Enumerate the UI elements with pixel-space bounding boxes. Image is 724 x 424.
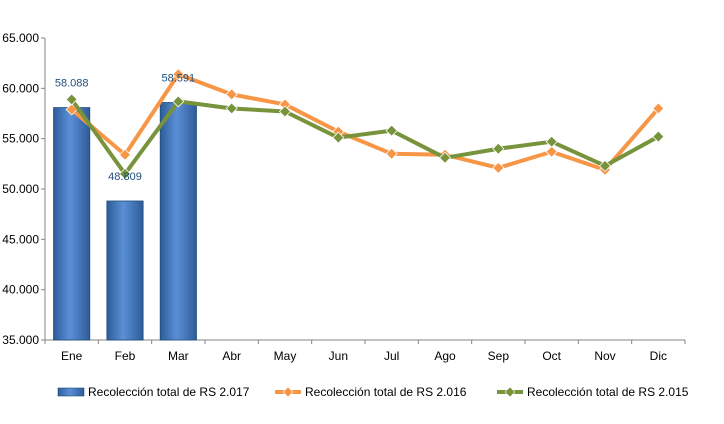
series-line <box>70 98 660 176</box>
x-tick-label: Ene <box>61 349 83 363</box>
series-point <box>118 167 132 180</box>
x-tick-label: Mar <box>168 349 189 363</box>
legend-label: Recolección total de RS 2.017 <box>88 385 250 399</box>
series-point <box>652 102 665 115</box>
x-tick-label: Oct <box>542 349 561 363</box>
x-tick-label: Abr <box>222 349 241 363</box>
bar <box>159 102 197 341</box>
x-tick-label: Jun <box>329 349 348 363</box>
y-tick-label: 50.000 <box>2 182 39 196</box>
axes: 35.000 40.000 45.000 50.000 55.000 60.000 65.0… <box>2 31 686 363</box>
series-point <box>385 147 398 160</box>
y-tick-label: 65.000 <box>2 31 39 45</box>
line-series <box>65 68 665 180</box>
x-tick-label: May <box>274 349 297 363</box>
legend-marker <box>504 386 516 398</box>
data-label: 48.809 <box>108 171 142 183</box>
bar-series <box>53 102 197 341</box>
y-tick-label: 40.000 <box>2 283 39 297</box>
series-point <box>65 93 78 106</box>
series-point <box>438 151 452 164</box>
y-tick-label: 55.000 <box>2 132 39 146</box>
y-tick-label: 45.000 <box>2 232 39 246</box>
data-label: 58.088 <box>55 78 89 90</box>
series-point <box>652 130 665 143</box>
x-tick-label: Feb <box>115 349 136 363</box>
series-point <box>545 135 558 148</box>
series-point <box>172 95 185 108</box>
series-point <box>278 105 292 118</box>
x-tick-label: Jul <box>384 349 399 363</box>
series-line <box>70 72 660 172</box>
bar <box>53 107 91 341</box>
x-tick-label: Ago <box>434 349 456 363</box>
legend: Recolección total de RS 2.017 Recolección… <box>57 385 689 399</box>
x-tick-label: Sep <box>488 349 510 363</box>
series-point <box>118 148 132 161</box>
x-tick-label: Nov <box>594 349 615 363</box>
series-point <box>172 68 185 81</box>
series-point <box>598 159 612 172</box>
series-point <box>492 161 505 174</box>
series-point <box>225 88 238 101</box>
legend-swatch <box>57 387 85 397</box>
bar <box>106 200 144 341</box>
series-point <box>492 142 505 155</box>
series-point <box>385 124 398 137</box>
series-point <box>332 131 345 144</box>
series-point <box>225 102 238 115</box>
data-label: 58.591 <box>162 73 196 85</box>
legend-label: Recolección total de RS 2.016 <box>305 385 467 399</box>
legend-marker <box>282 386 294 398</box>
legend-label: Recolección total de RS 2.015 <box>527 385 689 399</box>
y-tick-label: 60.000 <box>2 81 39 95</box>
x-tick-label: Dic <box>650 349 667 363</box>
data-labels: 58.088 48.809 58.591 <box>55 73 195 183</box>
series-point <box>545 145 558 158</box>
y-tick-label: 35.000 <box>2 333 39 347</box>
